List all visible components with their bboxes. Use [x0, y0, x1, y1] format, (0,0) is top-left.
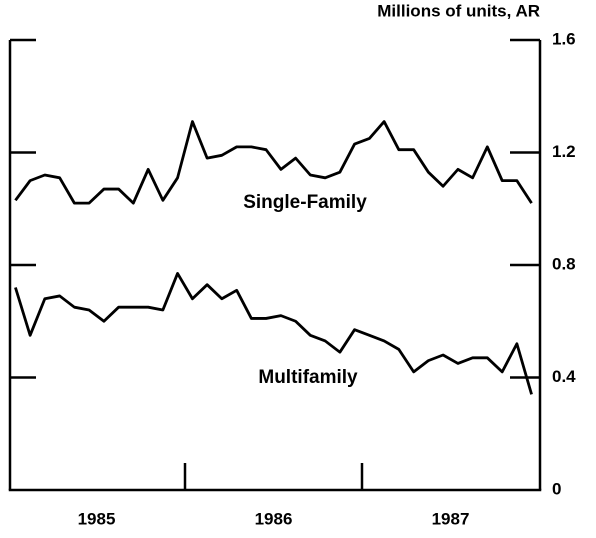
y-tick-label: 0.8 [552, 254, 576, 273]
x-tick-label: 1985 [78, 509, 116, 528]
x-tick-label: 1987 [432, 509, 470, 528]
series-label: Multifamily [258, 367, 358, 388]
y-tick-label: 1.6 [552, 29, 576, 48]
axis-unit-label: Millions of units, AR [377, 1, 540, 20]
y-tick-label: 1.2 [552, 142, 576, 161]
y-tick-label: 0.4 [552, 367, 576, 386]
series-label: Single-Family [243, 192, 367, 213]
series-line [14, 120, 533, 205]
series-line [14, 272, 533, 395]
x-tick-label: 1986 [255, 509, 293, 528]
y-tick-label: 0 [552, 479, 561, 498]
